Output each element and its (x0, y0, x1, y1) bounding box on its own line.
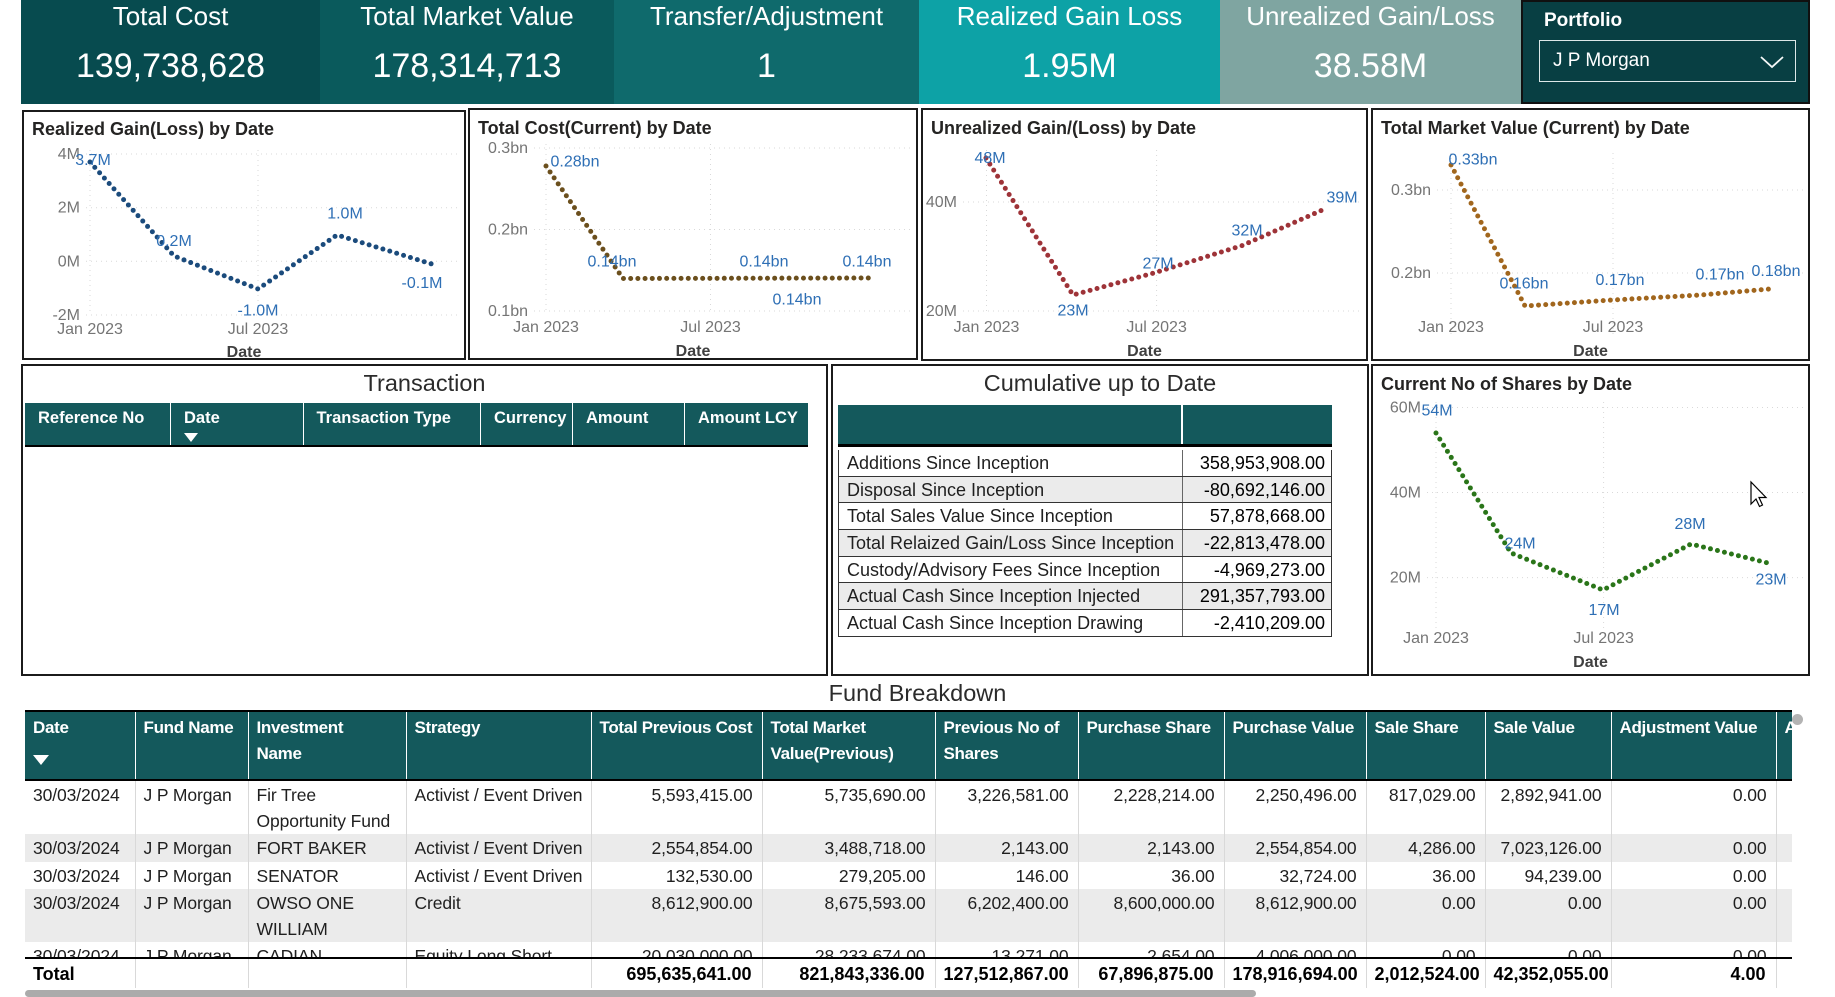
svg-text:0.14bn: 0.14bn (843, 254, 892, 271)
svg-text:Jan 2023: Jan 2023 (954, 319, 1020, 336)
svg-text:Jan 2023: Jan 2023 (1418, 319, 1484, 336)
svg-text:Jul 2023: Jul 2023 (1126, 319, 1187, 336)
svg-text:0.1bn: 0.1bn (488, 303, 528, 320)
svg-text:39M: 39M (1326, 190, 1357, 207)
svg-text:Current No of Shares by Date: Current No of Shares by Date (1381, 374, 1632, 394)
svg-text:0.33bn: 0.33bn (1449, 152, 1498, 169)
svg-text:0.18bn: 0.18bn (1752, 263, 1801, 280)
svg-text:0.14bn: 0.14bn (773, 292, 822, 309)
svg-text:0.17bn: 0.17bn (1596, 272, 1645, 289)
svg-text:54M: 54M (1421, 403, 1452, 420)
svg-text:Jul 2023: Jul 2023 (1573, 630, 1634, 647)
svg-text:Jul 2023: Jul 2023 (680, 319, 741, 336)
svg-text:Date: Date (227, 344, 262, 360)
svg-text:Realized Gain(Loss) by Date: Realized Gain(Loss) by Date (32, 119, 274, 139)
svg-text:Total Cost(Current) by Date: Total Cost(Current) by Date (478, 118, 712, 138)
svg-text:23M: 23M (1057, 303, 1088, 320)
svg-text:Jan 2023: Jan 2023 (1403, 630, 1469, 647)
svg-text:-0.1M: -0.1M (402, 275, 443, 292)
svg-text:0.2M: 0.2M (156, 233, 192, 250)
svg-text:Total Market Value (Current) b: Total Market Value (Current) by Date (1381, 118, 1690, 138)
svg-text:0M: 0M (58, 253, 80, 270)
svg-text:Jul 2023: Jul 2023 (228, 321, 289, 338)
svg-text:20M: 20M (1390, 570, 1421, 587)
svg-text:0.14bn: 0.14bn (588, 254, 637, 271)
svg-text:Jan 2023: Jan 2023 (513, 319, 579, 336)
svg-text:60M: 60M (1390, 400, 1421, 417)
svg-text:0.2bn: 0.2bn (1391, 265, 1431, 282)
svg-text:24M: 24M (1504, 536, 1535, 553)
svg-text:28M: 28M (1674, 516, 1705, 533)
svg-text:27M: 27M (1142, 256, 1173, 273)
svg-text:32M: 32M (1231, 223, 1262, 240)
svg-text:0.3bn: 0.3bn (488, 140, 528, 157)
svg-text:23M: 23M (1755, 572, 1786, 589)
svg-text:17M: 17M (1588, 602, 1619, 619)
svg-text:0.17bn: 0.17bn (1696, 267, 1745, 284)
svg-text:1.0M: 1.0M (327, 206, 363, 223)
svg-text:40M: 40M (1390, 485, 1421, 502)
svg-text:-1.0M: -1.0M (238, 303, 279, 320)
svg-text:Date: Date (676, 343, 711, 360)
svg-text:0.3bn: 0.3bn (1391, 182, 1431, 199)
svg-text:-2M: -2M (52, 307, 80, 324)
svg-text:3.7M: 3.7M (75, 152, 111, 169)
svg-text:40M: 40M (926, 194, 957, 211)
svg-text:4M: 4M (58, 146, 80, 163)
svg-text:Unrealized Gain/(Loss) by Date: Unrealized Gain/(Loss) by Date (931, 118, 1196, 138)
svg-text:0.2bn: 0.2bn (488, 222, 528, 239)
svg-text:20M: 20M (926, 303, 957, 320)
svg-text:Jan 2023: Jan 2023 (57, 321, 123, 338)
svg-text:0.16bn: 0.16bn (1500, 276, 1549, 293)
svg-text:Date: Date (1573, 654, 1608, 671)
svg-text:Jul 2023: Jul 2023 (1583, 319, 1644, 336)
svg-text:48M: 48M (974, 150, 1005, 167)
svg-text:Date: Date (1573, 343, 1608, 360)
svg-text:Date: Date (1127, 343, 1162, 360)
svg-text:2M: 2M (58, 200, 80, 217)
svg-text:0.14bn: 0.14bn (740, 254, 789, 271)
svg-text:0.28bn: 0.28bn (551, 154, 600, 171)
